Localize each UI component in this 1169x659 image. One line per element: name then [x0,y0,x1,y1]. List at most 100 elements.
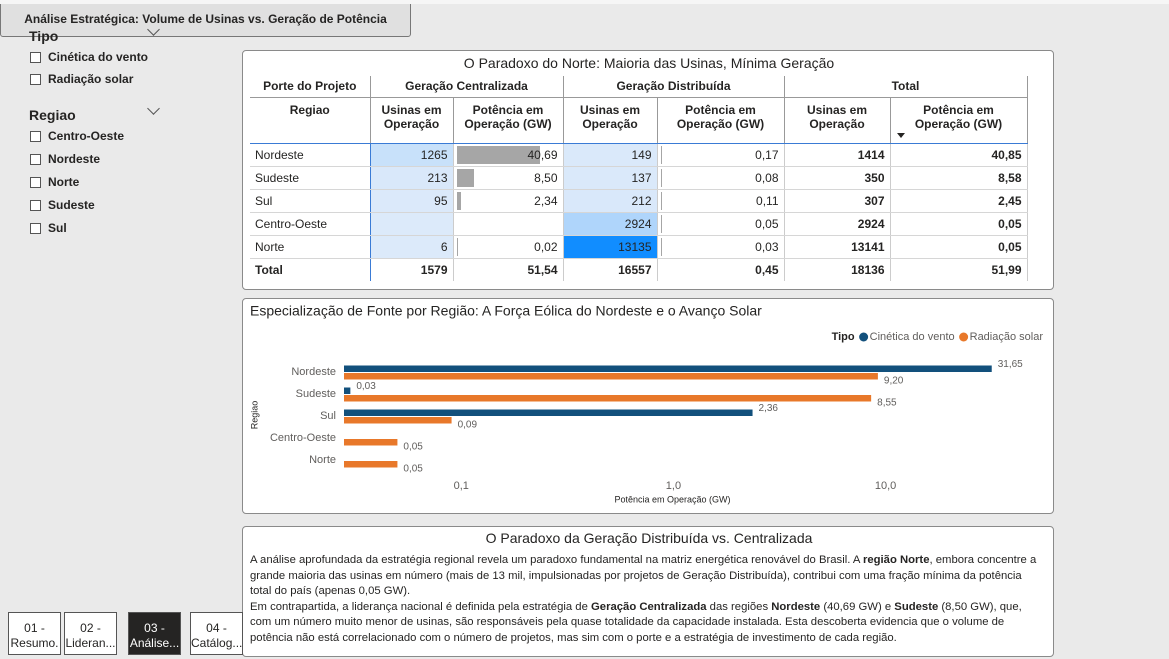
table-cell: 13135 [563,235,658,259]
cell-text: 149 [631,147,652,162]
table-row: Sul 95 2,34 212 0,11 307 2,45 [250,189,1028,213]
slicer-option[interactable]: Centro-Oeste [30,129,124,143]
cell-text: 307 [864,193,885,208]
data-bar [660,214,662,233]
text-run: (40,69 GW) e [820,600,895,613]
cell-text: 0,02 [534,239,558,254]
column-header: Potência em Operação (GW) [453,97,564,144]
cell-text: 18136 [851,262,885,277]
bar [344,387,351,394]
sort-indicator[interactable] [896,132,905,138]
slicer-option[interactable]: Nordeste [30,152,100,166]
cell-text: Total [255,262,283,277]
table-cell: 149 [563,143,658,167]
y-tick-label: Norte [309,454,336,466]
cell-text: 137 [631,170,652,185]
table-cell: 307 [784,189,891,213]
group-header: Porte do Projeto [250,76,371,98]
cell-text: 213 [427,170,448,185]
checkbox[interactable] [30,153,41,165]
checkbox[interactable] [30,199,41,211]
cell-text: 13135 [618,239,652,254]
cell-text: 40,85 [991,147,1022,162]
cell-text: 2924 [857,216,885,231]
cell-color-scale [563,235,657,258]
data-bar [660,191,662,210]
page-tab[interactable]: 03 - Análise... [128,612,181,655]
slicer-option[interactable]: Norte [30,175,79,189]
cell-text: 0,05 [755,216,779,231]
checkbox[interactable] [30,51,41,63]
cell-text: 2924 [624,216,652,231]
bar [344,373,878,380]
legend-swatch [959,332,969,342]
cell-text: 2,34 [534,193,558,208]
column-header: Potência em Operação (GW) [657,97,785,144]
total-cell: 51,99 [890,257,1028,281]
slicer-option[interactable]: Radiação solar [30,72,133,86]
bar [344,365,992,372]
checkbox[interactable] [30,130,41,142]
bold-text: região Norte [862,554,930,566]
column-header: Usinas em Operação [563,97,658,144]
slicer-option[interactable]: Sudeste [30,198,95,212]
table-cell [453,212,564,236]
cell-color-scale [370,166,453,189]
cell-text: 1414 [857,147,885,162]
checkbox[interactable] [30,73,41,85]
cell-text: 1265 [420,147,448,162]
table-row: Sudeste 213 8,50 137 0,08 350 8,58 [250,166,1028,190]
table-cell: 95 [370,189,454,213]
table-cell: 0,02 [453,235,564,259]
column-header: Usinas em Operação [784,97,891,144]
group-header-row: Porte do Projeto Geração Centralizada Gera… [250,76,1028,98]
slicer-option[interactable]: Cinética do vento [30,50,148,64]
slicer-option[interactable]: Sul [30,221,67,235]
data-bar [456,237,458,256]
text-run: A análise aprofundada da estratégia regi… [250,554,863,566]
cell-text: Sudeste [255,170,300,185]
y-axis-label: Regiao [249,401,259,430]
data-label: 9,20 [884,376,904,387]
table-row: Norte 6 0,02 13135 0,03 13141 0,05 [250,235,1028,259]
data-bar [456,145,540,164]
page-tab[interactable]: 01 - Resumo. [8,612,61,655]
text-run: (8,50 GW), que, com um número muito meno… [250,600,1022,644]
checkbox[interactable] [30,222,41,234]
cell-text: 16557 [618,262,652,277]
data-label: 2,36 [759,403,779,414]
data-bar [660,145,662,164]
table-cell: 350 [784,166,891,190]
cell-text: 0,03 [755,239,779,254]
cell-text: 0,05 [998,239,1022,254]
chart-panel: Especialização de Fonte por Região: A Fo… [242,298,1054,514]
option-label: Cinética do vento [48,50,149,64]
slicer-chevron[interactable] [147,102,160,115]
table-cell: 8,58 [890,166,1028,190]
data-bar [660,237,662,256]
option-label: Nordeste [48,152,101,166]
group-header: Total [784,76,1028,98]
page-title[interactable]: Análise Estratégica: Volume de Usinas vs… [0,0,411,37]
table-row: Centro-Oeste 2924 0,05 2924 0,05 [250,212,1028,236]
table-cell: 0,08 [657,166,785,190]
bar [344,395,872,402]
x-axis-label: Potência em Operação (GW) [614,494,730,504]
paragraph: A análise aprofundada da estratégia regi… [250,553,1046,600]
column-header: Usinas em Operação [370,97,454,144]
option-label: Centro-Oeste [48,129,125,143]
cell-color-scale [370,235,453,258]
group-header: Geração Centralizada [370,76,564,98]
page-tab[interactable]: 04 - Catálog... [190,612,243,655]
table-cell: 8,50 [453,166,564,190]
text-title: O Paradoxo da Geração Distribuída vs. Ce… [485,530,813,546]
cell-text: 0,11 [756,193,779,208]
legend-title: Tipo [832,331,855,343]
table-cell: 40,85 [890,143,1028,167]
total-cell: 16557 [563,257,658,281]
x-tick-label: 10,0 [875,480,896,492]
total-cell: 1579 [370,257,454,281]
checkbox[interactable] [30,176,41,188]
bold-text: Geração Centralizada [591,600,707,613]
page-tab[interactable]: 02 - Lideran... [64,612,117,655]
